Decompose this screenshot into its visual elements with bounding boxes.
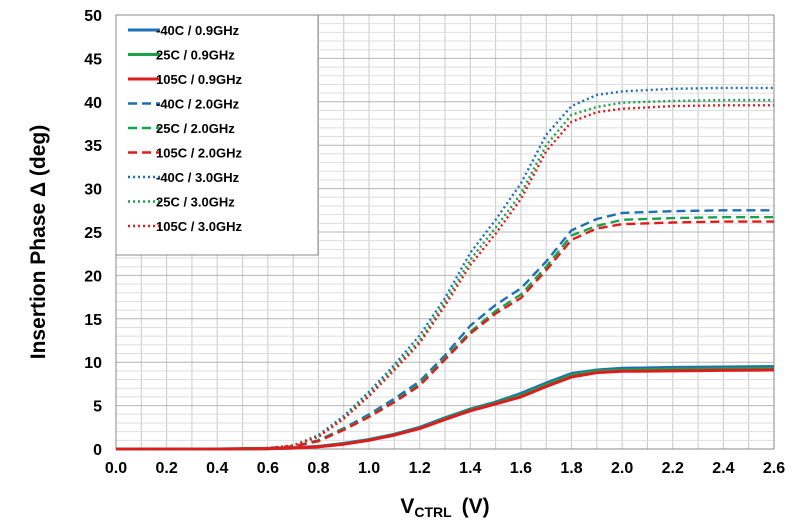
legend-label: 25C / 0.9GHz <box>156 48 235 63</box>
x-tick-label: 0.6 <box>257 460 279 477</box>
legend-label: 105C / 2.0GHz <box>156 146 242 161</box>
legend-label: 25C / 2.0GHz <box>156 121 235 136</box>
x-axis-title-main: V <box>400 495 414 518</box>
legend-label: -40C / 2.0GHz <box>156 97 240 112</box>
y-tick-labels: 0 5 10 15 20 25 30 35 40 45 50 <box>84 8 102 459</box>
y-tick-label: 40 <box>84 95 102 112</box>
x-tick-label: 1.6 <box>510 460 532 477</box>
x-tick-label: 1.8 <box>560 460 582 477</box>
x-tick-label: 2.4 <box>712 460 734 477</box>
x-tick-label: 1.4 <box>459 460 481 477</box>
x-tick-label: 2.0 <box>611 460 633 477</box>
x-tick-label: 0.4 <box>206 460 228 477</box>
legend-label: -40C / 0.9GHz <box>156 23 240 38</box>
y-tick-label: 45 <box>84 51 102 68</box>
legend-label: 105C / 3.0GHz <box>156 219 242 234</box>
x-tick-labels: 0.0 0.2 0.4 0.6 0.8 1.0 1.2 1.4 1.6 1.8 2.0 2.2 2.4 2… <box>105 460 785 477</box>
x-tick-label: 0.8 <box>307 460 329 477</box>
y-tick-label: 5 <box>93 399 102 416</box>
legend-label: 25C / 3.0GHz <box>156 195 235 210</box>
legend-label: 105C / 0.9GHz <box>156 72 242 87</box>
x-tick-label: 0.0 <box>105 460 127 477</box>
y-tick-label: 30 <box>84 182 102 199</box>
y-tick-label: 15 <box>84 312 102 329</box>
series-layer <box>116 86 775 451</box>
legend: -40C / 0.9GHz 25C / 0.9GHz 105C / 0.9GHz -4… <box>115 14 319 256</box>
x-tick-label: 1.2 <box>409 460 431 477</box>
series-line-105c-3-0ghz <box>116 104 774 451</box>
y-tick-label: 25 <box>84 225 102 242</box>
x-axis-title-unit: (V) <box>462 495 490 518</box>
y-tick-label: 0 <box>93 442 102 459</box>
x-tick-label: 2.6 <box>763 460 785 477</box>
y-tick-label: 50 <box>84 8 102 25</box>
y-tick-label: 10 <box>84 355 102 372</box>
legend-label: -40C / 3.0GHz <box>156 170 240 185</box>
x-tick-label: 2.2 <box>662 460 684 477</box>
y-tick-label: 20 <box>84 268 102 285</box>
y-tick-label: 35 <box>84 138 102 155</box>
x-tick-label: 0.2 <box>155 460 177 477</box>
x-axis-title: VCTRL (V) <box>400 495 489 520</box>
x-axis-title-sub: CTRL <box>414 504 452 520</box>
x-tick-label: 1.0 <box>358 460 380 477</box>
y-axis-title: Insertion Phase Δ (deg) <box>27 125 50 359</box>
